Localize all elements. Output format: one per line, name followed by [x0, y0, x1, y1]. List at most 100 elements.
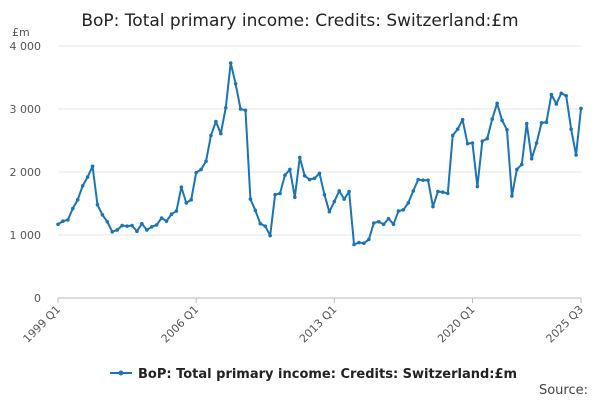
data-point[interactable] [209, 133, 213, 138]
data-point[interactable] [411, 189, 416, 193]
data-point[interactable] [125, 224, 129, 228]
data-point[interactable] [248, 197, 253, 201]
data-point[interactable] [184, 201, 189, 205]
data-point[interactable] [475, 184, 480, 189]
data-point[interactable] [357, 240, 361, 245]
data-point[interactable] [337, 189, 342, 193]
data-point[interactable] [293, 195, 297, 199]
data-point[interactable] [80, 184, 85, 188]
data-point[interactable] [238, 107, 243, 111]
data-point[interactable] [317, 171, 322, 176]
data-point[interactable] [273, 192, 277, 197]
data-point[interactable] [115, 228, 120, 232]
data-point[interactable] [258, 221, 263, 226]
data-point[interactable] [386, 216, 391, 221]
data-point[interactable] [223, 105, 228, 110]
data-point[interactable] [396, 209, 401, 213]
data-point[interactable] [214, 119, 218, 124]
data-point[interactable] [145, 228, 149, 232]
data-point[interactable] [120, 223, 124, 228]
data-point[interactable] [436, 189, 440, 194]
data-point[interactable] [159, 216, 164, 220]
data-point[interactable] [154, 223, 159, 227]
data-point[interactable] [342, 197, 346, 201]
data-point[interactable] [544, 120, 549, 125]
data-point[interactable] [105, 219, 110, 224]
data-point[interactable] [371, 221, 376, 225]
data-point[interactable] [534, 141, 539, 145]
data-point[interactable] [149, 225, 154, 229]
data-point[interactable] [71, 206, 75, 211]
data-point[interactable] [140, 221, 144, 226]
data-point[interactable] [441, 190, 445, 194]
data-point[interactable] [367, 237, 371, 242]
data-point[interactable] [61, 219, 65, 223]
data-point[interactable] [164, 219, 169, 223]
data-point[interactable] [465, 141, 470, 146]
data-point[interactable] [559, 91, 564, 96]
data-point[interactable] [174, 209, 179, 213]
data-point[interactable] [302, 173, 307, 178]
data-point[interactable] [406, 201, 411, 205]
data-point[interactable] [485, 136, 490, 141]
data-point[interactable] [539, 121, 544, 125]
data-point[interactable] [352, 242, 356, 247]
data-point[interactable] [579, 106, 583, 111]
data-point[interactable] [189, 197, 194, 202]
data-point[interactable] [376, 219, 381, 224]
data-point[interactable] [510, 194, 514, 198]
data-point[interactable] [450, 133, 455, 138]
data-point[interactable] [283, 173, 287, 177]
data-point[interactable] [381, 222, 386, 227]
data-point[interactable] [228, 61, 233, 65]
data-point[interactable] [495, 101, 499, 106]
data-point[interactable] [322, 192, 327, 197]
data-point[interactable] [524, 121, 529, 126]
data-point[interactable] [460, 117, 465, 122]
data-point[interactable] [75, 197, 80, 202]
data-point[interactable] [90, 164, 95, 169]
data-point[interactable] [554, 102, 559, 106]
data-point[interactable] [278, 191, 282, 196]
data-point[interactable] [455, 127, 460, 131]
data-point[interactable] [564, 93, 568, 98]
data-point[interactable] [263, 224, 268, 228]
data-point[interactable] [347, 189, 351, 194]
data-point[interactable] [135, 229, 139, 234]
data-point[interactable] [243, 108, 248, 113]
data-point[interactable] [288, 167, 292, 172]
data-point[interactable] [100, 213, 105, 217]
data-point[interactable] [219, 131, 223, 136]
data-point[interactable] [445, 191, 450, 196]
data-point[interactable] [179, 185, 184, 189]
data-point[interactable] [426, 178, 430, 182]
data-point[interactable] [130, 223, 134, 228]
data-point[interactable] [204, 159, 208, 164]
data-point[interactable] [505, 127, 509, 132]
data-point[interactable] [169, 212, 174, 217]
data-point[interactable] [519, 162, 524, 167]
data-point[interactable] [95, 202, 100, 207]
data-point[interactable] [362, 241, 366, 245]
data-point[interactable] [529, 156, 534, 161]
data-point[interactable] [549, 92, 554, 97]
data-point[interactable] [515, 167, 519, 172]
data-point[interactable] [194, 170, 198, 175]
data-point[interactable] [85, 175, 90, 179]
data-point[interactable] [416, 177, 420, 182]
data-point[interactable] [490, 117, 494, 121]
data-point[interactable] [110, 230, 115, 234]
data-point[interactable] [297, 155, 302, 160]
data-point[interactable] [56, 222, 60, 227]
data-point[interactable] [500, 118, 504, 123]
data-point[interactable] [268, 233, 272, 238]
data-point[interactable] [253, 208, 258, 213]
data-point[interactable] [307, 177, 312, 182]
data-point[interactable] [574, 153, 578, 157]
data-point[interactable] [480, 139, 485, 143]
data-point[interactable] [233, 82, 238, 86]
data-point[interactable] [431, 204, 435, 209]
data-point[interactable] [421, 178, 425, 182]
data-point[interactable] [312, 176, 317, 181]
data-point[interactable] [470, 141, 475, 145]
